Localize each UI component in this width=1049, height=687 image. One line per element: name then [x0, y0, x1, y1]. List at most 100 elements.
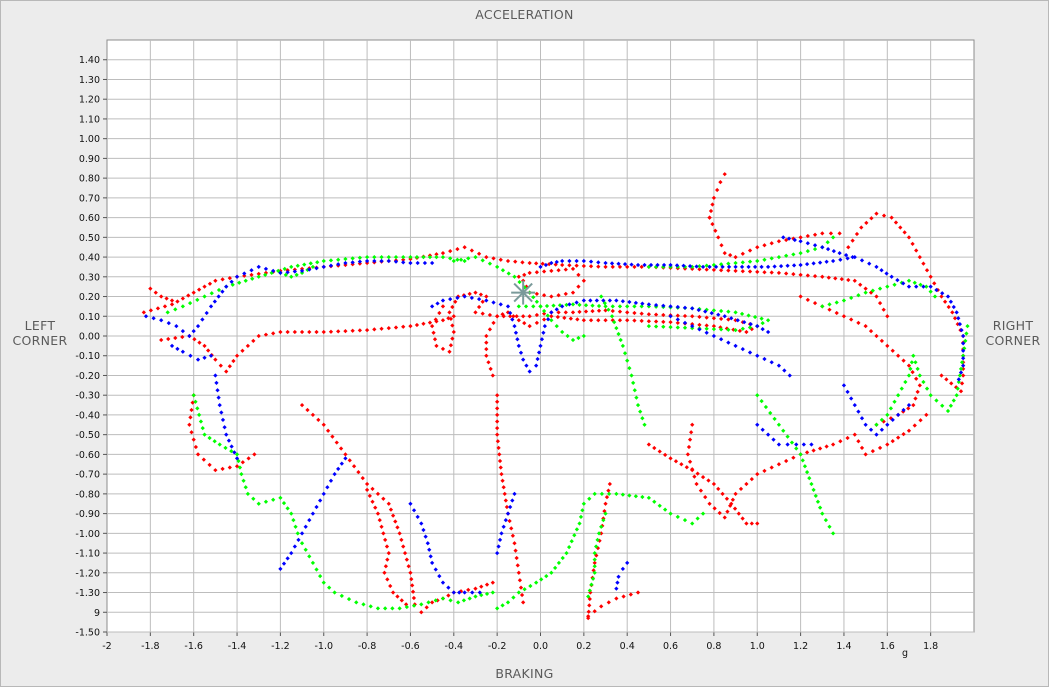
red-data-point	[487, 312, 493, 318]
red-data-point	[385, 557, 390, 562]
green-data-point	[440, 596, 446, 601]
y-tick-label: 0.60	[79, 213, 100, 224]
blue-data-point	[202, 355, 207, 360]
red-data-point	[914, 248, 919, 253]
red-data-point	[393, 519, 398, 524]
green-data-point	[906, 373, 912, 378]
blue-data-point	[421, 527, 426, 533]
red-data-point	[898, 225, 903, 230]
red-data-point	[390, 513, 396, 518]
blue-data-point	[567, 302, 572, 307]
green-data-point	[815, 499, 821, 504]
green-data-point	[841, 298, 847, 303]
blue-data-point	[263, 266, 269, 272]
red-data-point	[713, 228, 718, 233]
blue-data-point	[430, 304, 435, 309]
red-data-point	[373, 505, 378, 510]
red-data-point	[153, 290, 158, 295]
green-data-point	[791, 252, 796, 257]
x-tick-label: -1.0	[314, 641, 333, 652]
red-data-point	[632, 310, 637, 316]
red-data-point	[495, 412, 500, 418]
red-data-point	[347, 458, 352, 463]
blue-data-point	[484, 298, 489, 303]
red-data-point	[639, 311, 644, 316]
green-data-point	[401, 254, 406, 260]
red-data-point	[370, 499, 375, 504]
red-data-point	[395, 594, 400, 599]
green-data-point	[511, 595, 516, 600]
red-data-point	[697, 314, 702, 320]
blue-data-point	[801, 442, 806, 447]
red-data-point	[518, 585, 524, 590]
blue-data-point	[700, 264, 706, 270]
red-data-point	[512, 541, 517, 546]
blue-data-point	[220, 417, 226, 422]
green-data-point	[517, 279, 522, 285]
red-data-point	[603, 318, 608, 323]
red-data-point	[386, 550, 391, 556]
blue-data-point	[303, 524, 308, 529]
blue-data-point	[415, 514, 420, 520]
green-data-point	[180, 304, 185, 309]
blue-data-point	[415, 260, 420, 266]
red-data-point	[521, 600, 526, 605]
green-data-point	[308, 261, 313, 266]
red-data-point	[431, 330, 436, 335]
red-data-point	[703, 495, 708, 500]
red-data-point	[166, 336, 171, 342]
green-data-point	[427, 254, 433, 260]
x-tick-label: 0.8	[706, 641, 721, 652]
blue-data-point	[863, 422, 868, 427]
red-data-point	[169, 298, 175, 303]
red-data-point	[570, 266, 576, 272]
green-data-point	[426, 600, 431, 605]
blue-data-point	[159, 318, 164, 323]
red-data-point	[798, 294, 803, 299]
red-data-point	[450, 304, 455, 310]
red-data-point	[621, 594, 626, 599]
blue-data-point	[448, 297, 453, 302]
red-data-point	[715, 187, 720, 193]
green-data-point	[549, 318, 554, 323]
red-data-point	[433, 317, 438, 322]
green-data-point	[560, 329, 565, 335]
green-data-point	[419, 602, 424, 607]
red-data-point	[508, 314, 513, 319]
red-data-point	[606, 488, 611, 493]
blue-data-point	[226, 438, 232, 443]
red-data-point	[811, 448, 816, 453]
blue-data-point	[428, 554, 433, 559]
red-data-point	[495, 314, 500, 319]
green-data-point	[256, 501, 261, 506]
y-tick-label: -0.10	[75, 351, 100, 362]
red-data-point	[575, 317, 580, 322]
blue-data-point	[224, 432, 229, 437]
red-data-point	[574, 263, 579, 268]
green-data-point	[207, 435, 212, 441]
blue-data-point	[785, 263, 790, 268]
red-data-point	[351, 464, 357, 469]
blue-data-point	[772, 264, 777, 269]
red-data-point	[514, 555, 519, 561]
green-data-point	[487, 261, 493, 266]
green-data-point	[592, 570, 597, 575]
red-data-point	[500, 478, 505, 483]
red-data-point	[534, 320, 540, 325]
blue-data-point	[769, 360, 774, 365]
red-data-point	[690, 467, 695, 472]
blue-data-point	[722, 314, 727, 319]
red-data-point	[896, 353, 901, 358]
green-data-point	[467, 596, 472, 601]
blue-data-point	[534, 363, 539, 368]
blue-data-point	[682, 305, 688, 310]
red-data-point	[227, 275, 232, 281]
green-data-point	[740, 326, 745, 331]
red-data-point	[567, 263, 572, 268]
red-data-point	[399, 598, 404, 603]
green-data-point	[570, 302, 576, 307]
green-data-point	[823, 518, 829, 523]
blue-data-point	[668, 262, 673, 268]
y-tick-label: -0.80	[75, 489, 100, 500]
red-data-point	[722, 250, 727, 256]
